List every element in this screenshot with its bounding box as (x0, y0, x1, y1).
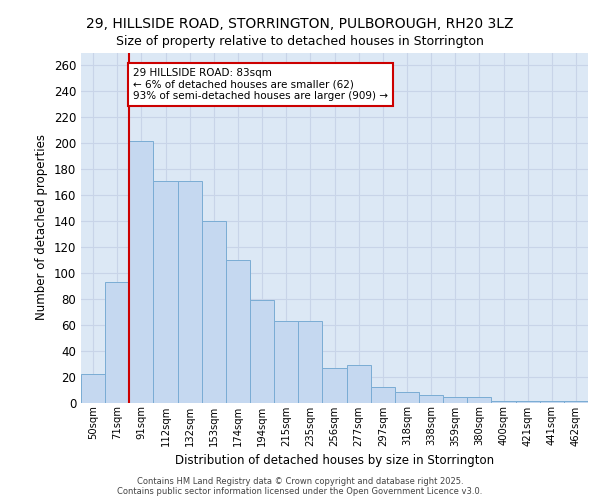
Y-axis label: Number of detached properties: Number of detached properties (35, 134, 48, 320)
Bar (274, 321, 298, 402)
Bar (419, 394, 443, 402)
Bar (178, 181, 202, 402)
Text: 29, HILLSIDE ROAD, STORRINGTON, PULBOROUGH, RH20 3LZ: 29, HILLSIDE ROAD, STORRINGTON, PULBOROU… (86, 18, 514, 32)
Bar (202, 221, 226, 402)
Bar (81, 374, 105, 402)
Bar (347, 365, 371, 403)
Bar (322, 368, 347, 402)
Bar (129, 140, 154, 402)
X-axis label: Distribution of detached houses by size in Storrington: Distribution of detached houses by size … (175, 454, 494, 467)
Bar (371, 387, 395, 402)
Bar (250, 300, 274, 402)
Bar (491, 401, 515, 402)
Bar (515, 401, 540, 402)
Bar (443, 398, 467, 402)
Bar (467, 398, 491, 402)
Bar (298, 321, 322, 402)
Text: Size of property relative to detached houses in Storrington: Size of property relative to detached ho… (116, 35, 484, 48)
Bar (395, 392, 419, 402)
Text: 29 HILLSIDE ROAD: 83sqm
← 6% of detached houses are smaller (62)
93% of semi-det: 29 HILLSIDE ROAD: 83sqm ← 6% of detached… (133, 68, 388, 102)
Bar (105, 282, 129, 403)
Bar (564, 401, 588, 402)
Text: Contains HM Land Registry data © Crown copyright and database right 2025.
Contai: Contains HM Land Registry data © Crown c… (118, 476, 482, 496)
Bar (540, 401, 564, 402)
Bar (226, 260, 250, 402)
Bar (154, 181, 178, 402)
